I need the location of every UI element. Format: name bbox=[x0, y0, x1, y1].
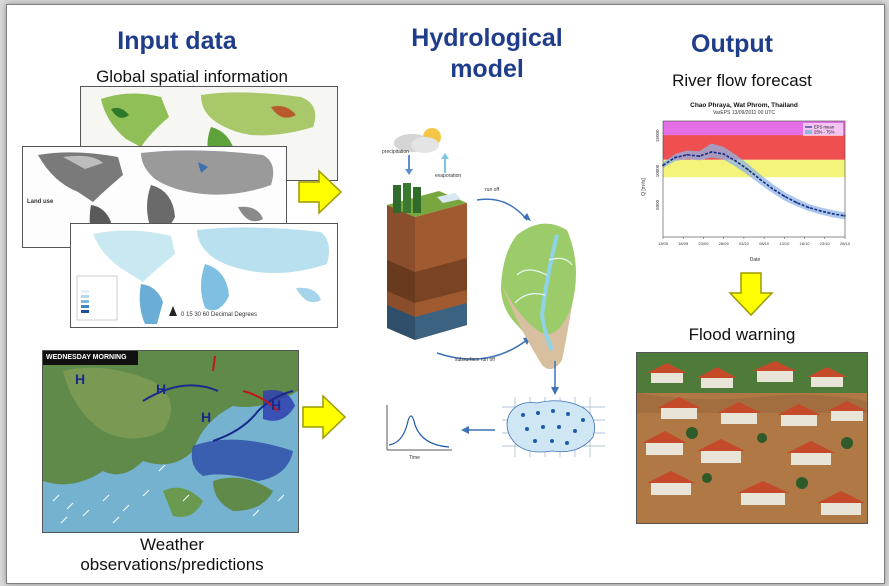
eps-mean-point bbox=[795, 201, 798, 204]
weather-banner: WEDNESDAY MORNING bbox=[46, 354, 127, 361]
runoff-map: 0 15 30 60 Decimal Degrees bbox=[70, 223, 338, 328]
land-use-label: Land use bbox=[27, 199, 54, 205]
x-tick-label: 13/10 bbox=[779, 241, 790, 246]
run-off-label: run off bbox=[485, 187, 500, 193]
subsurface-run-off-label: subsurface run off bbox=[455, 357, 495, 363]
legend-band-swatch bbox=[805, 130, 812, 134]
eps-mean-point bbox=[698, 155, 701, 158]
hydrological-model-diagram: precipitation evaporation run off subsur… bbox=[367, 125, 607, 465]
plot-frame bbox=[662, 120, 846, 238]
interquartile-band bbox=[663, 143, 845, 220]
x-tick-label: 08/10 bbox=[759, 241, 770, 246]
high-pressure-label-1: H bbox=[75, 371, 86, 387]
eps-mean-point bbox=[783, 195, 786, 198]
eps-mean-point bbox=[771, 187, 774, 190]
eps-mean-point bbox=[747, 168, 749, 171]
x-tick-label: 18/10 bbox=[800, 241, 811, 246]
x-tick-label: 23/10 bbox=[820, 241, 831, 246]
eps-mean-point bbox=[759, 178, 761, 181]
eps-mean-point bbox=[807, 206, 810, 209]
arrow-input-to-model-top bbox=[298, 169, 343, 215]
slide-frame: Input data Hydrological model Output Glo… bbox=[6, 4, 885, 584]
eps-mean-point bbox=[674, 156, 677, 159]
x-tick-label: 28/10 bbox=[840, 241, 851, 246]
eps-mean-point bbox=[686, 153, 689, 156]
arrow-forecast-to-warning bbox=[728, 272, 774, 317]
river-flow-chart: Chao Phraya, Wat Phrom, Thailand VarEPS … bbox=[637, 97, 852, 267]
time-axis-label: Time bbox=[409, 455, 420, 461]
legend-label: EPS mean bbox=[814, 125, 835, 130]
weather-map: WEDNESDAY MORNING H H H H bbox=[42, 350, 299, 533]
x-tick-label: 28/09 bbox=[719, 241, 730, 246]
scale-bar-label: 0 15 30 60 Decimal Degrees bbox=[181, 312, 258, 318]
weather-caption-line1: Weather bbox=[140, 535, 204, 554]
eps-mean-line bbox=[662, 151, 846, 217]
chart-title: Chao Phraya, Wat Phrom, Thailand bbox=[690, 102, 798, 109]
hydrological-model-heading-line2: model bbox=[450, 55, 524, 83]
eps-mean-point bbox=[734, 160, 737, 162]
threshold-band-0 bbox=[663, 159, 845, 178]
chart-xlabel: Date bbox=[750, 257, 761, 263]
eps-mean-point bbox=[819, 210, 822, 212]
input-data-heading: Input data bbox=[117, 27, 237, 55]
river-flow-chart-svg: Chao Phraya, Wat Phrom, Thailand VarEPS … bbox=[641, 102, 851, 263]
chart-ylabel: Q [m³/s] bbox=[641, 178, 647, 196]
x-tick-label: 03/10 bbox=[739, 241, 750, 246]
eps-mean-point bbox=[722, 153, 725, 155]
y-tick-label: 10000 bbox=[655, 164, 660, 177]
eps-mean-point bbox=[831, 212, 834, 215]
precipitation-label: precipitation bbox=[382, 149, 409, 155]
flood-warning-caption: Flood warning bbox=[688, 325, 796, 344]
land-use-map-graphic bbox=[38, 150, 274, 242]
runoff-map-graphic bbox=[76, 227, 329, 324]
high-pressure-label-4: H bbox=[271, 397, 282, 413]
y-tick-label: 5000 bbox=[655, 199, 660, 210]
y-tick-label: 15000 bbox=[655, 129, 660, 142]
hydrological-model-heading-line1: Hydrological bbox=[411, 24, 563, 52]
weather-caption-line2: observations/predictions bbox=[80, 555, 264, 574]
legend-box bbox=[803, 123, 843, 136]
river-flow-caption: River flow forecast bbox=[672, 71, 812, 90]
weather-map-graphic bbox=[43, 351, 298, 532]
x-tick-label: 18/09 bbox=[678, 241, 689, 246]
flood-photo-graphic bbox=[637, 353, 867, 523]
eps-mean-point bbox=[710, 151, 713, 153]
arrow-input-to-model-bottom bbox=[302, 394, 347, 440]
hydrological-model-graphic bbox=[386, 128, 605, 457]
legend-label: 25% - 75% bbox=[814, 130, 835, 135]
flood-photo bbox=[636, 352, 868, 524]
chart-subtitle: VarEPS 13/09/2011 00 UTC bbox=[713, 110, 775, 116]
x-tick-label: 13/09 bbox=[658, 241, 669, 246]
global-spatial-caption: Global spatial information bbox=[96, 67, 288, 86]
evaporation-label: evaporation bbox=[435, 173, 462, 179]
high-pressure-label-2: H bbox=[156, 381, 167, 397]
x-tick-label: 23/09 bbox=[698, 241, 709, 246]
high-pressure-label-3: H bbox=[201, 409, 212, 425]
threshold-band-2 bbox=[663, 121, 845, 136]
output-heading: Output bbox=[691, 30, 773, 58]
